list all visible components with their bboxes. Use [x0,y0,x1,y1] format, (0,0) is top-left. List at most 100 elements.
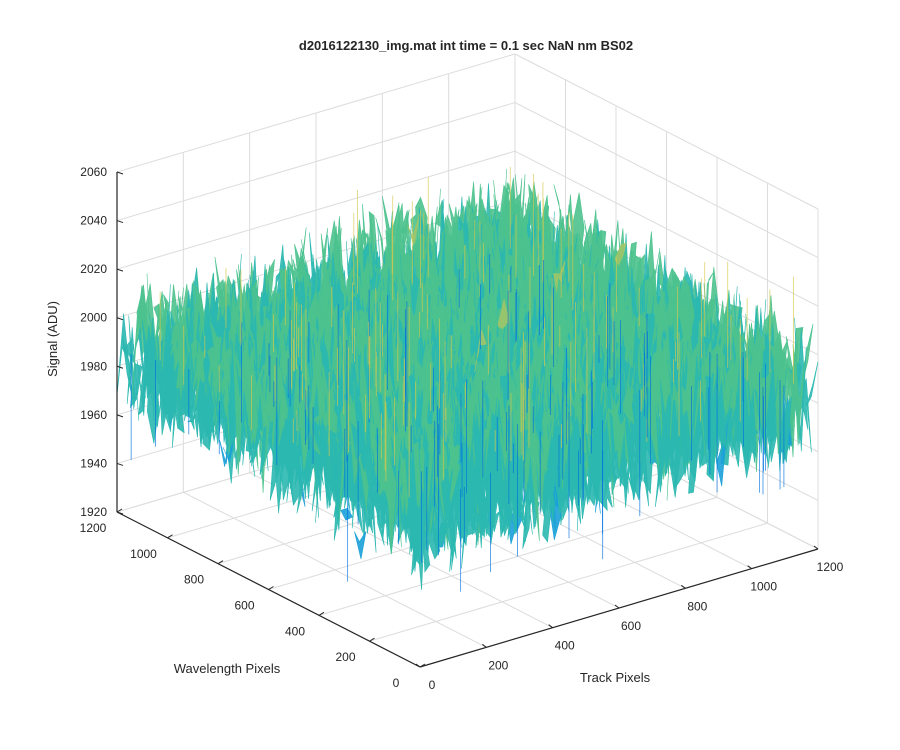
y-tick-label: 200 [335,650,355,664]
y-tick-label: 0 [393,676,400,690]
y-tick-label: 400 [285,624,305,638]
y-tick-mark [318,611,325,616]
surface-patch [726,395,739,444]
grid-line [318,496,718,616]
grid-line [116,150,516,270]
y-tick-label: 800 [184,573,204,587]
y-tick-label: 1200 [80,521,107,535]
surface-patch [126,327,140,421]
x-tick-mark [482,643,487,648]
x-axis-label: Track Pixels [580,670,651,685]
surface-patch [613,398,626,471]
surface-patch [340,507,353,521]
surface-patch [288,445,301,506]
z-tick-label: 1940 [80,456,107,470]
surface-patch [389,432,402,548]
surface-patch [772,330,786,455]
surface-patch [207,391,220,435]
grid-line [514,53,819,210]
surface-patch [243,399,256,477]
surface-patch [602,407,615,508]
surface-patch [500,444,514,522]
surface-patch [497,299,510,329]
x-tick-mark [747,565,752,570]
surface-patch [766,377,779,421]
surface-patch [253,426,266,464]
surface-patch [217,329,230,455]
surface-patch [494,467,507,513]
z-tick-label: 1960 [80,408,107,422]
chart-title: d2016122130_img.mat int time = 0.1 sec N… [299,38,633,53]
y-tick-mark [419,663,426,668]
z-tick-label: 2060 [80,165,107,179]
surface-patch [412,237,425,275]
tick-labels: 0 200 400 600 800 1000 1200 0 200 400 600 800 1000 12… [80,165,844,692]
surface-patch [369,444,382,508]
surface-patch [520,429,534,492]
surface-patch [621,383,635,425]
x-tick-label: 1000 [750,580,777,594]
surface-patch [517,302,530,324]
grid-line [369,522,768,642]
x-tick-label: 1200 [817,560,844,574]
grid-line [514,150,819,307]
z-tick-mark [116,511,124,515]
surface-patch [673,369,686,491]
surface-patch [131,306,145,396]
surface-patch [786,336,799,458]
surface-patch [485,308,498,333]
y-tick-mark [167,534,173,539]
x-tick-label: 600 [621,619,641,633]
y-tick-mark [369,637,375,642]
z-tick-mark [116,171,124,175]
surface-patch [467,485,480,531]
surface-patch [554,308,567,368]
surface-patch [152,355,165,428]
surface-patch [308,415,321,456]
surface-patch [232,342,246,475]
x-tick-mark [548,624,553,629]
surface-patch [554,463,567,515]
y-axis-label: Wavelength Pixels [174,661,281,676]
surface-patch [259,393,273,476]
surface-patch [607,428,620,484]
z-tick-label: 1980 [80,359,107,373]
surface-patch [474,329,487,372]
x-tick-mark [614,604,620,609]
surface-patch [372,448,385,546]
surface-patch [620,433,633,508]
y-tick-mark [116,508,123,513]
z-tick-mark [116,462,124,466]
surface-patch [192,342,205,392]
surface-patch [305,398,318,504]
surface-patch [580,414,594,457]
surface-patch [560,405,573,506]
surface-patch [640,399,653,464]
surface-patch [527,414,540,541]
surface-patch [153,303,166,339]
surface-patch [344,447,357,510]
x-tick-mark [813,545,819,550]
surface-patch [350,468,363,533]
y-tick-mark [217,560,224,565]
surface-patch [172,387,185,434]
surface-patch [719,387,733,455]
surface-patch [474,438,487,549]
grid-line [116,102,516,222]
surface-patch [468,276,481,319]
axes-lines [116,171,819,668]
surface-patch [660,380,673,477]
surface-patch [547,424,560,523]
grid-line [514,102,819,259]
x-tick-label: 0 [429,678,436,692]
surface-plot [116,166,819,592]
surface-patch [656,364,669,416]
z-tick-mark [116,268,124,272]
x-tick-label: 800 [687,599,707,613]
grid-line [116,53,516,173]
surface-patch [746,368,759,438]
y-tick-label: 1000 [130,547,157,561]
surface-patch [646,383,660,469]
z-tick-mark [116,317,124,321]
